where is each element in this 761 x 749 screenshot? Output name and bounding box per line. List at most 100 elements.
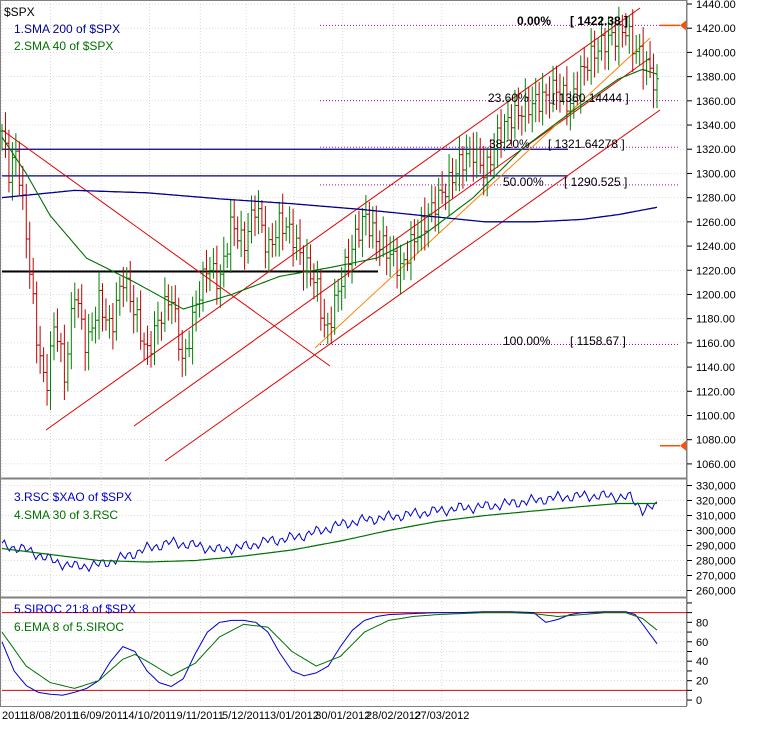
ohlc-bar [6, 129, 11, 193]
siroc-panel [1, 611, 687, 696]
ohlc-bar [301, 245, 306, 291]
sma40-line [1, 68, 658, 310]
ohlc-bar [277, 201, 282, 257]
ohlc-bar [155, 301, 160, 345]
x-tick-label: 5/12/2011 [222, 710, 270, 722]
legend-siroc: 5.SIROC 21:8 of $SPX [14, 602, 136, 616]
ohlc-bar [485, 147, 490, 197]
ohlc-bar [360, 207, 365, 258]
x-tick-label: 2011 [2, 710, 26, 722]
ohlc-bar [93, 306, 98, 344]
price-y-tick-label: 1320.00 [696, 144, 736, 156]
ohlc-bar [58, 332, 63, 363]
ohlc-bar [339, 267, 344, 311]
x-tick-label: 14/10/2011 [122, 710, 176, 722]
ohlc-bar [370, 206, 375, 249]
ohlc-bar [259, 200, 264, 233]
ohlc-bar [221, 236, 226, 288]
price-y-tick-label: 1240.00 [696, 241, 736, 253]
rsc-sma-line [1, 502, 657, 563]
fib-236-pct: 23.60% [488, 91, 529, 105]
ohlc-bar [318, 268, 323, 331]
price-y-tick-label: 1180.00 [696, 314, 735, 326]
ohlc-bar [249, 195, 254, 244]
ohlc-bar [38, 325, 43, 374]
price-y-tick-label: 1060.00 [696, 459, 736, 471]
ohlc-bar [235, 216, 240, 249]
price-y-tick-label: 1260.00 [696, 217, 736, 229]
legend-rsc: 3.RSC $XAO of $SPX [14, 490, 132, 504]
ohlc-bar [592, 30, 597, 78]
legend-siroc-ema: 6.EMA 8 of 5.SIROC [14, 620, 124, 634]
ohlc-bar [443, 183, 448, 211]
fib-0-pct: 0.00% [517, 14, 551, 28]
price-panel [0, 6, 686, 462]
ohlc-bar [287, 206, 292, 244]
ohlc-bar [169, 285, 174, 325]
ohlc-bar [256, 190, 261, 235]
ohlc-bar [332, 278, 337, 335]
ohlc-bar [596, 37, 601, 74]
price-y-tick-label: 1380.00 [696, 72, 736, 84]
ohlc-bar [142, 332, 147, 360]
siroc-y-tick-label: 20 [696, 676, 708, 688]
ohlc-bar [478, 137, 483, 174]
ohlc-bar [402, 252, 407, 280]
ohlc-bar [117, 276, 122, 316]
legend-rsc-sma: 4.SMA 30 of 3.RSC [14, 508, 118, 522]
ohlc-bar [51, 312, 56, 361]
ohlc-bar [322, 298, 327, 338]
fan-line [314, 37, 651, 349]
ohlc-bar [69, 292, 74, 370]
ohlc-bar [377, 230, 382, 266]
ohlc-bar [20, 165, 25, 210]
ohlc-bar [530, 86, 535, 133]
ohlc-bar [325, 312, 330, 345]
siroc-ema-line [1, 612, 658, 689]
price-y-tick-label: 1340.00 [696, 120, 736, 132]
fib-100-value: [ 1158.67 ] [570, 334, 626, 348]
price-title: $SPX [4, 5, 35, 19]
ohlc-bar [453, 159, 458, 192]
ohlc-bar [315, 260, 320, 302]
ohlc-bar [460, 146, 465, 189]
rsc-panel [1, 490, 658, 573]
price-y-tick-label: 1160.00 [696, 338, 735, 350]
ohlc-bar [304, 238, 309, 289]
ohlc-bar [197, 281, 202, 318]
ohlc-bar [232, 200, 237, 246]
x-tick-label: 18/08/2011 [23, 710, 77, 722]
ohlc-bar [225, 242, 230, 268]
x-tick-label: 27/03/2012 [414, 710, 469, 722]
price-y-tick-label: 1360.00 [696, 96, 736, 108]
fib-236-value: [ 1360.14444 ] [552, 91, 629, 105]
ohlc-bar [426, 203, 431, 248]
rsc-y-tick-label: 330,000 [696, 481, 736, 493]
ohlc-bar [367, 201, 372, 248]
ohlc-bar [263, 205, 268, 269]
ohlc-bar [27, 221, 32, 289]
ohlc-bar [76, 288, 81, 318]
ohlc-bar [246, 212, 251, 264]
ohlc-bar [34, 281, 39, 364]
ohlc-bar [474, 131, 479, 179]
ohlc-bar [544, 83, 549, 115]
ohlc-bar [353, 214, 358, 266]
ohlc-bar [207, 256, 212, 292]
price-y-tick-label: 1120.00 [696, 386, 735, 398]
ohlc-bar [655, 64, 659, 109]
ohlc-bar [381, 216, 386, 258]
ohlc-bar [363, 195, 368, 236]
ohlc-bar [187, 330, 192, 358]
price-y-tick-label: 1220.00 [696, 265, 736, 277]
ohlc-bar [214, 245, 219, 305]
ohlc-bar [547, 76, 552, 119]
ohlc-bar [97, 271, 102, 340]
rsc-y-tick-label: 310,000 [696, 511, 736, 523]
rsc-y-tick-label: 260,000 [696, 586, 736, 598]
price-marker [680, 440, 686, 451]
ohlc-bar [183, 338, 188, 376]
ohlc-bar [273, 220, 278, 257]
